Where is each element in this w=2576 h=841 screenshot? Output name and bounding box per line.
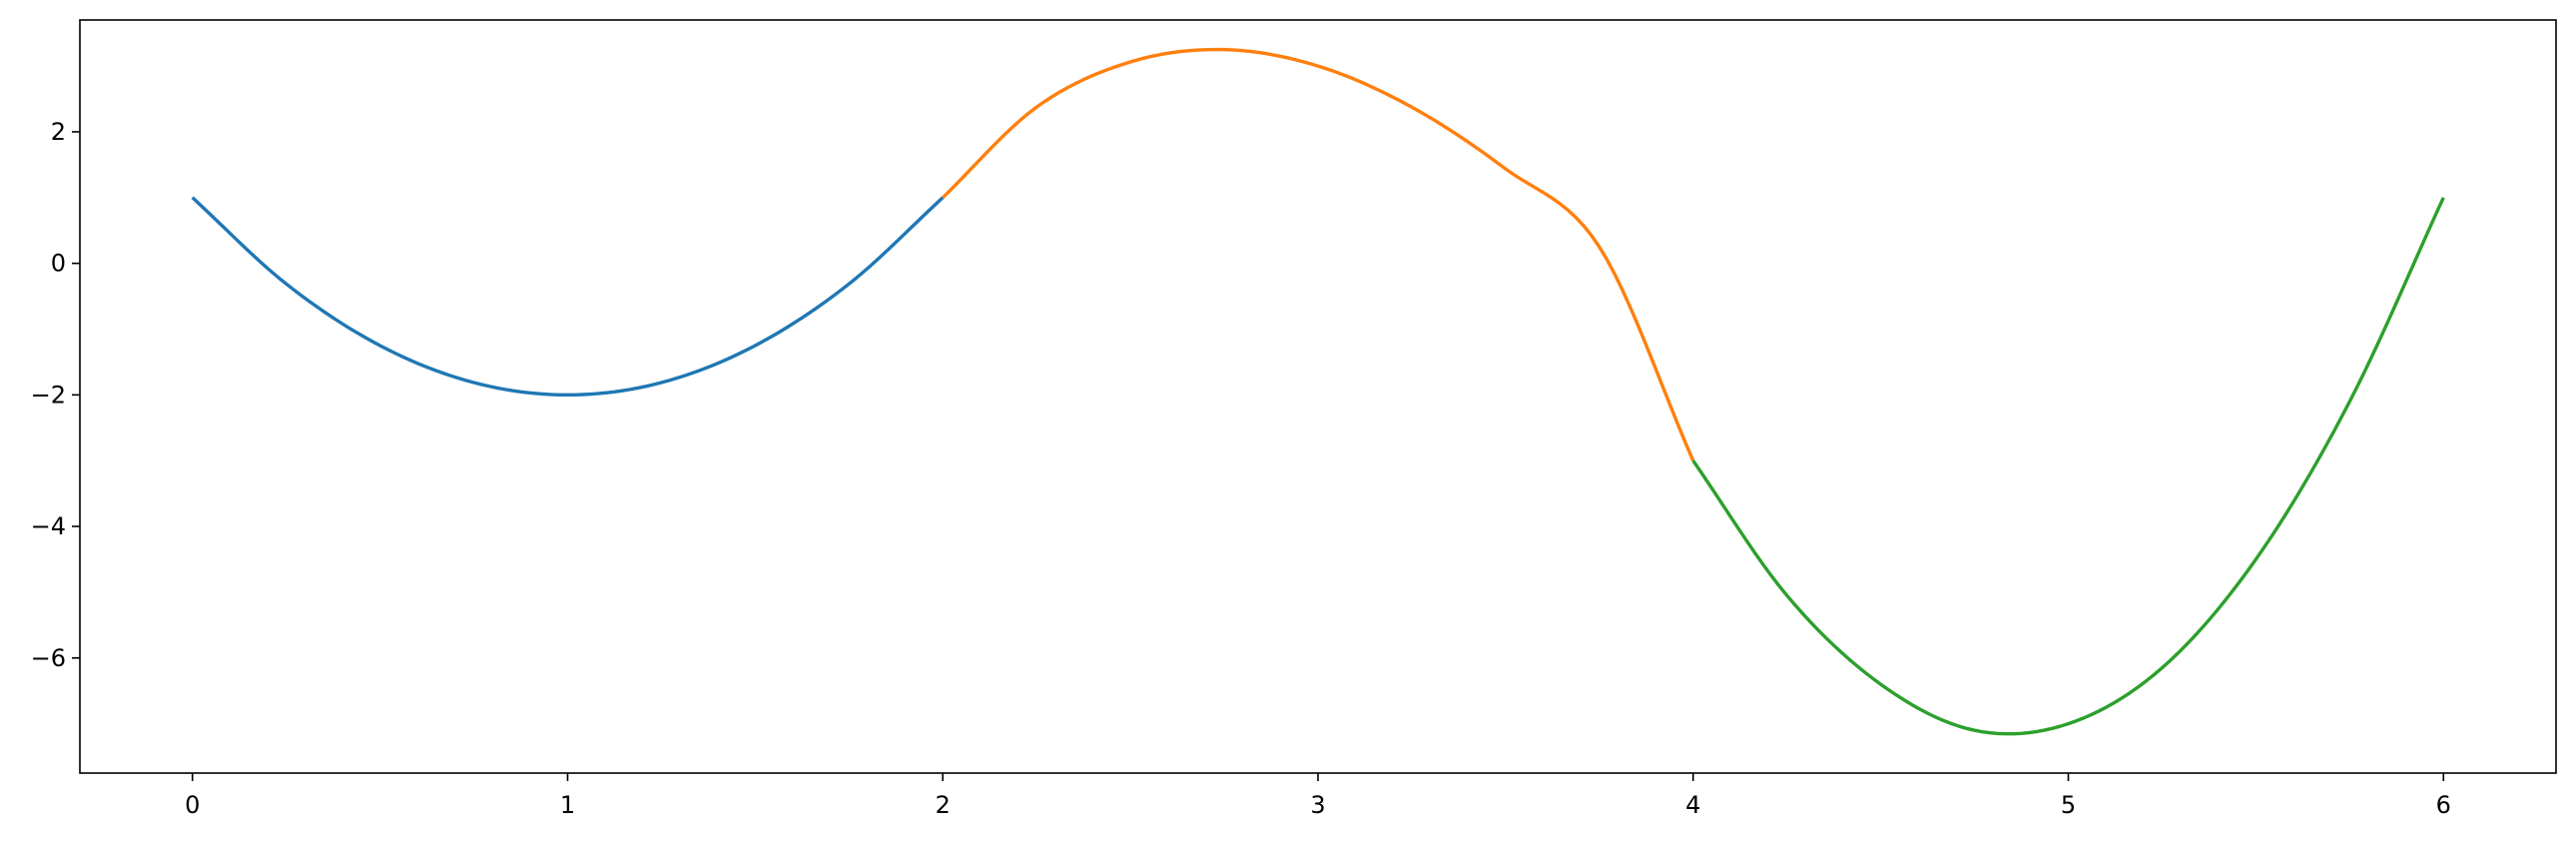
x-tick-label: 1 bbox=[560, 791, 575, 819]
y-tick-label: −6 bbox=[31, 644, 66, 672]
x-tick-label: 3 bbox=[1310, 791, 1325, 819]
y-tick-label: 2 bbox=[51, 118, 66, 146]
y-axis-ticks: 2 0 −2 −4 −6 bbox=[31, 118, 80, 672]
series-line-2 bbox=[942, 47, 1695, 461]
plot-area bbox=[80, 20, 2556, 773]
x-tick-label: 6 bbox=[2436, 791, 2451, 819]
x-tick-label: 2 bbox=[936, 791, 951, 819]
x-axis-ticks: 0 1 2 3 4 5 6 bbox=[185, 773, 2451, 819]
y-tick-label: −4 bbox=[31, 512, 66, 540]
x-tick-label: 4 bbox=[1685, 791, 1700, 819]
series-layer bbox=[191, 47, 2445, 736]
series-line-3 bbox=[1691, 197, 2445, 736]
series-line-1 bbox=[191, 196, 945, 398]
y-tick-label: 0 bbox=[51, 250, 66, 278]
x-tick-label: 0 bbox=[185, 791, 200, 819]
axes-frame bbox=[79, 19, 2557, 774]
y-tick-label: −2 bbox=[31, 381, 66, 409]
x-tick-label: 5 bbox=[2061, 791, 2076, 819]
